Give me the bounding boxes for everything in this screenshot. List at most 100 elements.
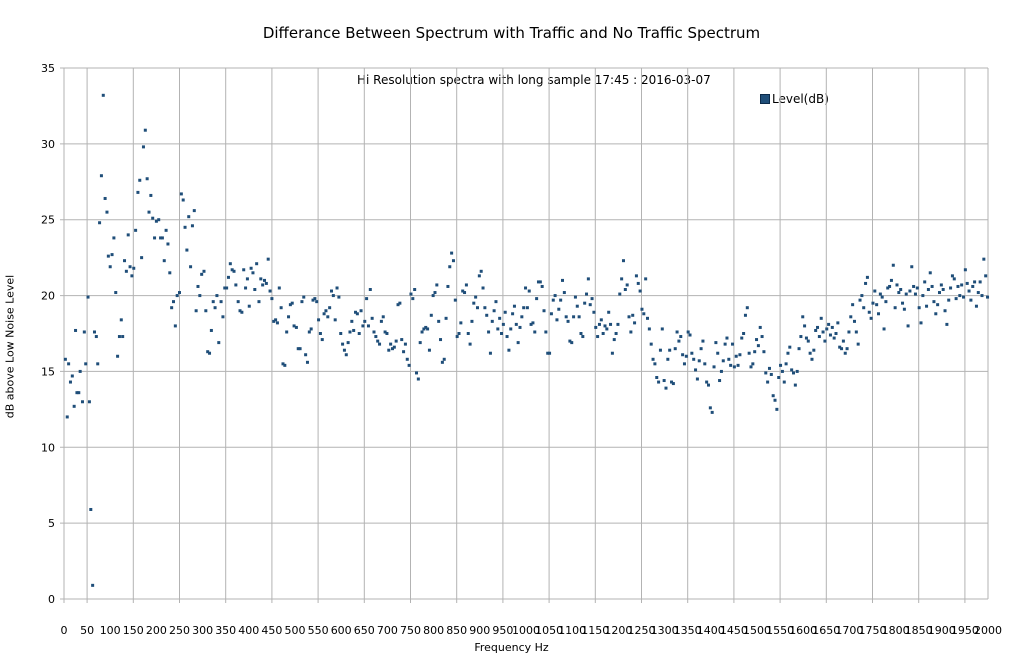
data-point bbox=[851, 303, 855, 307]
data-point bbox=[178, 291, 181, 295]
data-point bbox=[190, 224, 194, 228]
data-point bbox=[426, 327, 430, 331]
data-point bbox=[320, 338, 324, 342]
data-point bbox=[864, 281, 868, 285]
data-point bbox=[878, 292, 882, 296]
data-point bbox=[67, 362, 71, 366]
data-point bbox=[764, 371, 768, 375]
data-point bbox=[605, 327, 609, 331]
data-point bbox=[112, 236, 116, 240]
data-point bbox=[444, 316, 448, 320]
data-point bbox=[272, 319, 276, 323]
data-point bbox=[658, 348, 662, 352]
data-point bbox=[283, 363, 287, 367]
data-point bbox=[572, 315, 576, 319]
data-point bbox=[540, 284, 544, 288]
data-point bbox=[801, 315, 805, 319]
data-point bbox=[464, 283, 468, 287]
data-point bbox=[845, 347, 849, 351]
data-point bbox=[727, 357, 731, 361]
data-point bbox=[956, 284, 960, 288]
data-point bbox=[183, 225, 187, 229]
data-point bbox=[671, 382, 675, 386]
data-point bbox=[355, 312, 359, 316]
data-point bbox=[884, 300, 888, 304]
data-point bbox=[889, 278, 893, 282]
data-point bbox=[596, 335, 600, 339]
x-tick-label: 500 bbox=[285, 624, 306, 637]
data-point bbox=[221, 315, 225, 319]
data-point bbox=[492, 309, 496, 313]
data-point bbox=[483, 306, 487, 310]
data-point bbox=[952, 277, 956, 281]
data-point bbox=[206, 350, 210, 354]
data-point bbox=[405, 357, 409, 361]
x-tick-label: 1300 bbox=[651, 624, 679, 637]
data-point bbox=[335, 286, 339, 290]
data-point bbox=[551, 298, 555, 302]
data-point bbox=[974, 304, 978, 308]
data-point bbox=[668, 348, 672, 352]
data-point bbox=[947, 298, 951, 302]
data-point bbox=[535, 297, 539, 301]
data-point bbox=[418, 341, 422, 345]
data-point bbox=[162, 259, 166, 263]
data-point bbox=[72, 404, 76, 408]
data-point bbox=[457, 332, 461, 335]
data-point bbox=[597, 322, 601, 326]
data-point bbox=[542, 309, 546, 313]
x-tick-label: 250 bbox=[169, 624, 190, 637]
data-point bbox=[588, 303, 592, 307]
data-point bbox=[566, 319, 570, 323]
data-point bbox=[886, 286, 890, 290]
grid bbox=[60, 67, 989, 600]
data-point bbox=[767, 366, 771, 370]
data-point bbox=[138, 178, 142, 182]
x-tick-label: 450 bbox=[261, 624, 282, 637]
data-point bbox=[529, 322, 533, 326]
data-point bbox=[577, 315, 581, 319]
data-point bbox=[339, 332, 343, 335]
x-tick-label: 200 bbox=[146, 624, 167, 637]
data-point bbox=[549, 312, 553, 316]
data-point bbox=[213, 306, 217, 310]
y-tick-label: 25 bbox=[41, 214, 55, 227]
data-point bbox=[810, 357, 814, 361]
data-point bbox=[599, 318, 603, 322]
data-point bbox=[618, 292, 622, 296]
data-point bbox=[474, 295, 478, 299]
data-point bbox=[331, 294, 335, 298]
x-axis-label: Frequency Hz bbox=[474, 641, 549, 654]
y-tick-label: 20 bbox=[41, 290, 55, 303]
data-point bbox=[555, 318, 559, 322]
data-point bbox=[973, 280, 977, 284]
data-point bbox=[679, 335, 683, 339]
data-point bbox=[888, 284, 892, 288]
data-point bbox=[843, 351, 847, 355]
data-point bbox=[396, 303, 400, 307]
data-point bbox=[524, 286, 528, 290]
x-tick-label: 550 bbox=[308, 624, 329, 637]
data-point bbox=[725, 336, 729, 340]
data-point bbox=[413, 288, 417, 292]
data-point bbox=[415, 371, 419, 375]
data-point bbox=[718, 379, 722, 383]
data-point bbox=[124, 269, 128, 273]
data-point bbox=[790, 368, 794, 372]
data-point bbox=[819, 316, 823, 320]
y-tick-label: 30 bbox=[41, 138, 55, 151]
y-tick-label: 15 bbox=[41, 365, 55, 378]
data-point bbox=[494, 300, 498, 304]
data-point bbox=[105, 210, 109, 214]
data-point bbox=[808, 351, 812, 355]
x-tick-label: 1550 bbox=[766, 624, 794, 637]
data-point bbox=[294, 325, 298, 329]
data-point bbox=[544, 330, 548, 334]
data-point bbox=[357, 332, 361, 335]
data-point bbox=[762, 350, 766, 354]
data-point bbox=[913, 292, 917, 296]
data-point bbox=[86, 295, 90, 299]
x-tick-label: 1950 bbox=[951, 624, 979, 637]
data-point bbox=[498, 316, 502, 320]
data-point bbox=[318, 332, 322, 335]
